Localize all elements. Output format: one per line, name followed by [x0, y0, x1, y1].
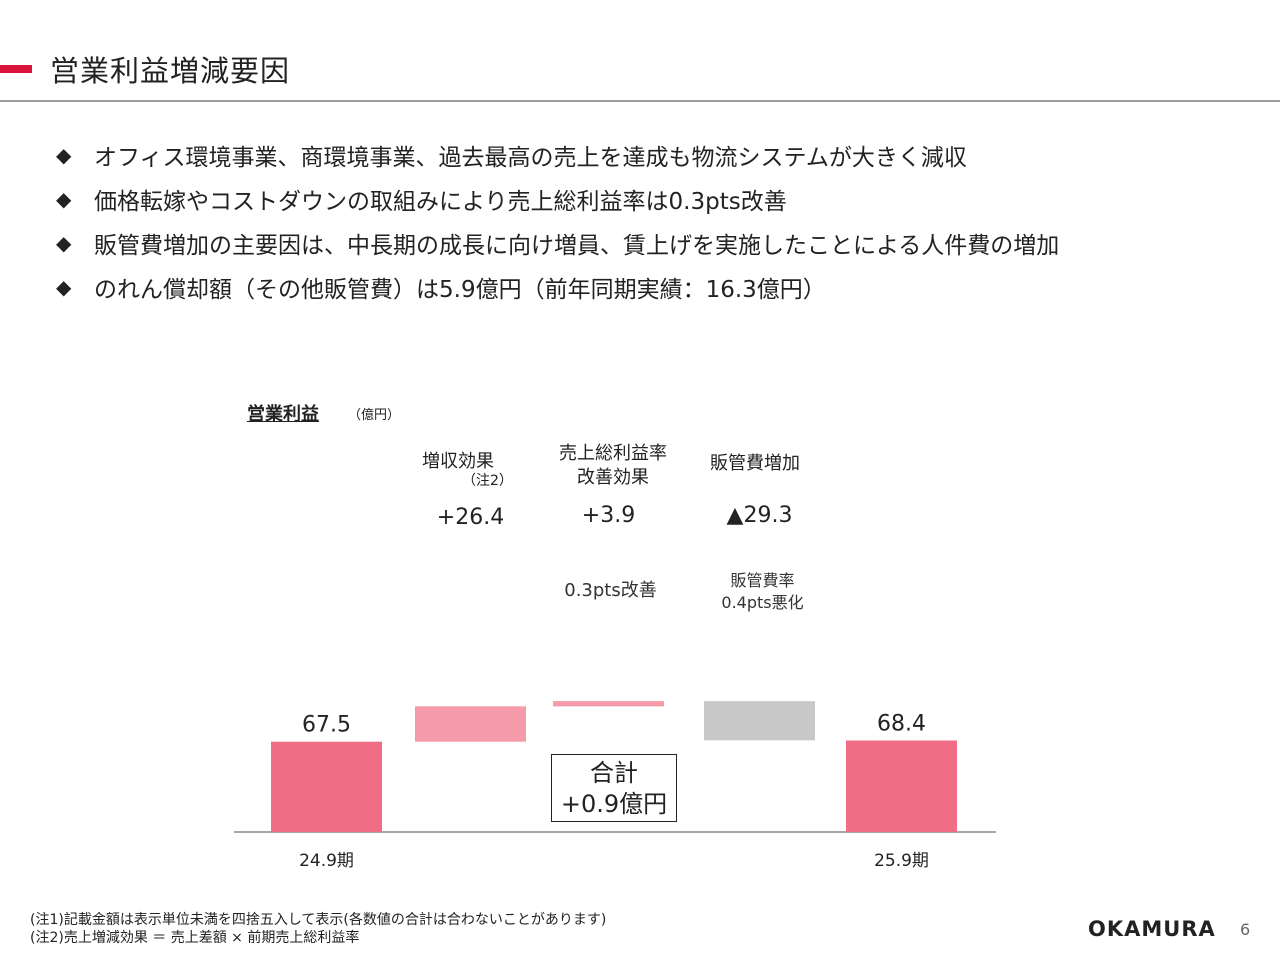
bullet-list: ◆ オフィス環境事業、商環境事業、過去最高の売上を達成も物流システムが大きく減収 … — [56, 133, 1059, 309]
footnote-1: (注1)記載金額は表示単位未満を四捨五入して表示(各数値の合計は合わないことがあ… — [30, 912, 607, 928]
diamond-bullet-icon: ◆ — [56, 275, 72, 299]
category-label-margin-line2: 改善効果 — [577, 467, 649, 488]
total-change-value: +0.9億円 — [560, 790, 668, 818]
title-divider — [0, 100, 1280, 102]
bar-sales — [415, 706, 526, 742]
bullet-text: のれん償却額（その他販管費）は5.9億円（前年同期実績：16.3億円） — [94, 277, 826, 303]
total-change-label: 合計 — [590, 759, 638, 787]
bullet-item: ◆ 販管費増加の主要因は、中長期の成長に向け増員、賃上げを実施したことによる人件費… — [56, 221, 1059, 265]
diamond-bullet-icon: ◆ — [56, 143, 72, 167]
bullet-item: ◆ オフィス環境事業、商環境事業、過去最高の売上を達成も物流システムが大きく減収 — [56, 133, 1059, 177]
value-label-sga: ▲29.3 — [727, 503, 793, 528]
bar-margin — [553, 701, 664, 707]
category-label-sga: 販管費増加 — [710, 453, 800, 474]
footnotes: (注1)記載金額は表示単位未満を四捨五入して表示(各数値の合計は合わないことがあ… — [30, 911, 606, 947]
value-label-end: 68.4 — [877, 711, 926, 736]
page-number: 6 — [1240, 920, 1251, 939]
note-margin: 0.3pts改善 — [564, 580, 657, 601]
note-sga-line1: 販管費率 — [730, 571, 794, 590]
value-label-sales: +26.4 — [437, 505, 504, 530]
note-sga-line2: 0.4pts悪化 — [721, 593, 803, 612]
bullet-item: ◆ 価格転嫁やコストダウンの取組みにより売上総利益率は0.3pts改善 — [56, 177, 1059, 221]
category-label-margin-line1: 売上総利益率 — [559, 443, 667, 464]
bullet-item: ◆ のれん償却額（その他販管費）は5.9億円（前年同期実績：16.3億円） — [56, 265, 1059, 309]
diamond-bullet-icon: ◆ — [56, 231, 72, 255]
page-title: 営業利益増減要因 — [50, 54, 291, 88]
value-label-start: 67.5 — [302, 713, 351, 738]
total-change-box: 合計 +0.9億円 — [551, 754, 677, 822]
company-logo: OKAMURA — [1088, 917, 1216, 941]
bar-end — [846, 740, 957, 832]
title-accent-bar — [0, 65, 32, 73]
diamond-bullet-icon: ◆ — [56, 187, 72, 211]
value-label-margin: +3.9 — [582, 503, 635, 528]
bullet-text: 販管費増加の主要因は、中長期の成長に向け増員、賃上げを実施したことによる人件費の… — [94, 233, 1060, 259]
chart-title: 営業利益 — [247, 404, 319, 425]
axis-label-start: 24.9期 — [299, 851, 354, 871]
chart-unit: （億円） — [348, 408, 401, 423]
bar-start — [271, 741, 382, 832]
bullet-text: 価格転嫁やコストダウンの取組みにより売上総利益率は0.3pts改善 — [94, 189, 787, 215]
category-label-sales: 増収効果 — [422, 451, 494, 472]
category-note-sales: （注2） — [462, 473, 513, 489]
footnote-2: (注2)売上増減効果 ＝ 売上差額 × 前期売上総利益率 — [30, 930, 360, 946]
category-label-margin: 売上総利益率 改善効果 — [552, 442, 674, 490]
bullet-text: オフィス環境事業、商環境事業、過去最高の売上を達成も物流システムが大きく減収 — [94, 145, 967, 171]
axis-label-end: 25.9期 — [874, 851, 929, 871]
bar-sga — [704, 701, 815, 741]
